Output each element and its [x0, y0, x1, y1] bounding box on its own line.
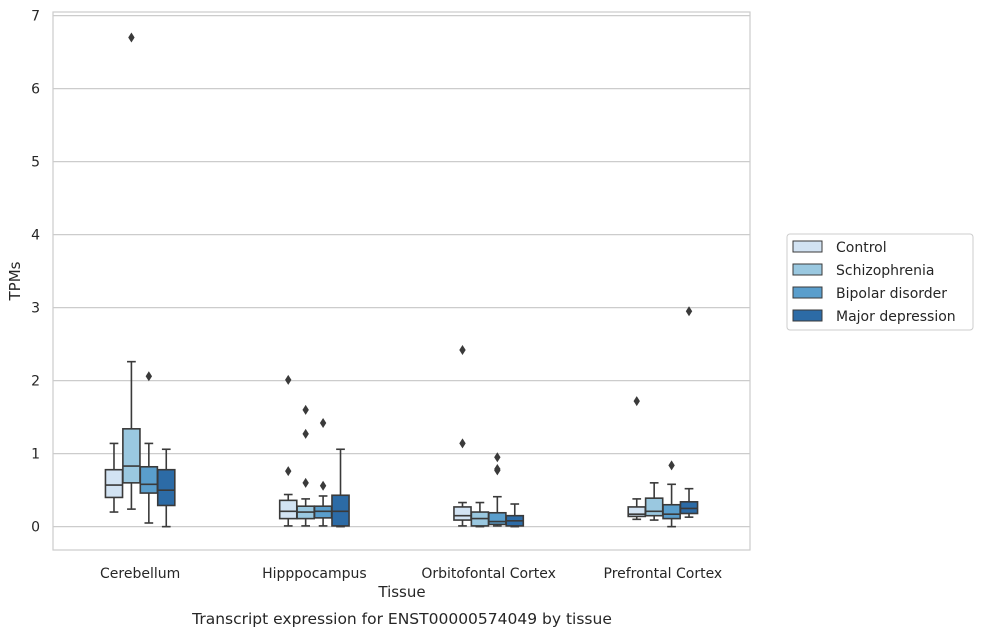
- legend-swatch: [792, 240, 823, 253]
- outlier-point: [668, 460, 675, 471]
- box-iqr: [156, 468, 176, 507]
- box-layer: [104, 32, 699, 528]
- y-tick-label: 7: [31, 9, 40, 25]
- grid-layer: [53, 15, 750, 528]
- plot-frame: [52, 11, 751, 551]
- box-control: [278, 374, 298, 527]
- x-axis-label: Tissue: [377, 583, 425, 601]
- box-control: [104, 442, 124, 513]
- outlier-point: [128, 32, 135, 43]
- box-iqr: [122, 428, 141, 484]
- box-major-depression: [156, 448, 176, 528]
- box-iqr: [139, 465, 159, 494]
- y-tick-label: 6: [31, 82, 40, 98]
- outlier-point: [302, 477, 309, 488]
- box-schizophrenia: [296, 404, 316, 527]
- y-tick-label: 2: [31, 374, 40, 390]
- box-major-depression: [679, 306, 699, 518]
- outlier-point: [319, 480, 327, 491]
- box-bipolar-disorder: [662, 460, 681, 528]
- legend-label: Control: [836, 240, 887, 256]
- box-iqr: [487, 511, 507, 526]
- box-bipolar-disorder: [487, 452, 507, 527]
- x-tick-label: Cerebellum: [100, 566, 180, 582]
- legend-swatch: [792, 263, 823, 276]
- box-bipolar-disorder: [313, 417, 333, 527]
- box-iqr: [278, 499, 298, 520]
- box-bipolar-disorder: [139, 371, 159, 524]
- outlier-point: [685, 306, 693, 317]
- y-tick-label: 3: [31, 301, 40, 317]
- legend-label: Bipolar disorder: [836, 286, 947, 302]
- y-tick-label: 1: [31, 447, 40, 463]
- box-iqr: [644, 497, 664, 517]
- outlier-point: [459, 438, 466, 449]
- legend-frame: [786, 233, 974, 331]
- outlier-point: [494, 463, 501, 474]
- outlier-point: [302, 428, 309, 439]
- box-iqr: [453, 506, 472, 521]
- outlier-point: [319, 417, 327, 428]
- outlier-point: [494, 452, 501, 463]
- box-major-depression: [505, 503, 525, 528]
- box-control: [453, 344, 472, 527]
- legend-swatch: [792, 309, 823, 322]
- legend-swatch: [792, 286, 823, 299]
- legend: Control Schizophrenia Bipolar disorder Majo…: [786, 233, 974, 331]
- outlier-point: [285, 466, 292, 477]
- box-iqr: [104, 468, 124, 499]
- chart-caption: Transcript expression for ENST0000057404…: [191, 610, 612, 628]
- legend-items: Control Schizophrenia Bipolar disorder Majo…: [792, 240, 956, 325]
- box-major-depression: [331, 448, 350, 528]
- y-axis-label: TPMs: [6, 261, 24, 301]
- outlier-point: [302, 404, 309, 415]
- box-schizophrenia: [122, 32, 141, 510]
- box-schizophrenia: [470, 501, 490, 528]
- box-control: [627, 396, 647, 521]
- y-tick-label: 0: [31, 520, 40, 536]
- outlier-point: [459, 344, 466, 355]
- x-tick-label: Prefrontal Cortex: [604, 566, 723, 582]
- x-tick-label: Orbitofontal Cortex: [421, 566, 556, 582]
- box-iqr: [662, 503, 681, 520]
- legend-label: Schizophrenia: [836, 263, 934, 279]
- box-schizophrenia: [644, 482, 664, 521]
- x-tick-labels: Cerebellum Hipppocampus Orbitofontal Corte…: [100, 566, 722, 582]
- legend-label: Major depression: [836, 309, 956, 325]
- outlier-point: [633, 396, 640, 407]
- y-tick-label: 5: [31, 155, 40, 171]
- outlier-point: [145, 371, 153, 382]
- x-tick-label: Hipppocampus: [262, 566, 367, 582]
- outlier-point: [285, 374, 292, 385]
- y-tick-labels: 0 1 2 3 4 5 6 7: [31, 9, 40, 536]
- y-tick-label: 4: [31, 228, 40, 244]
